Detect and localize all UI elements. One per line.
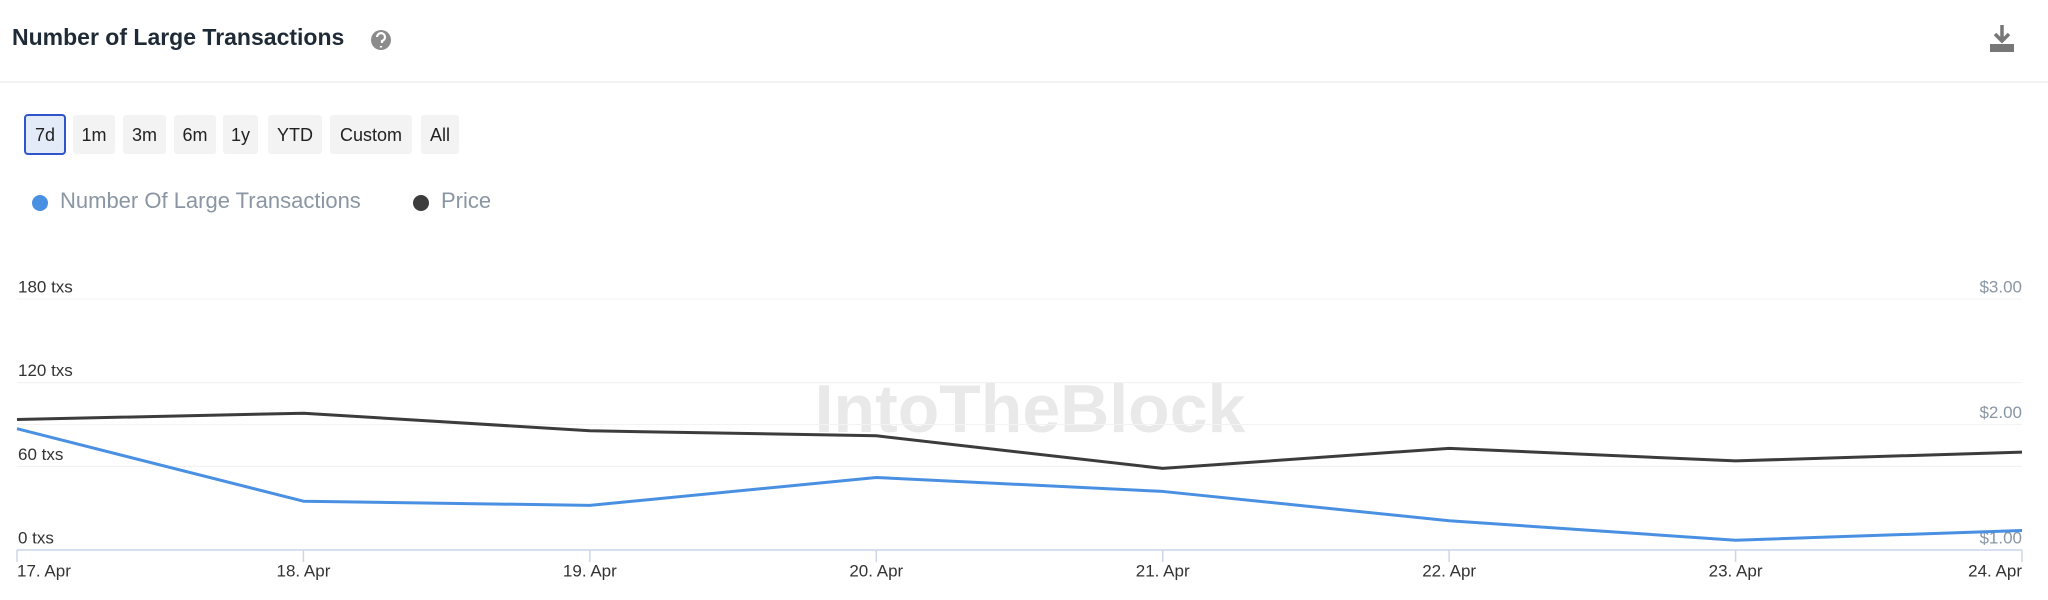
range-button[interactable]: 7d (24, 114, 66, 155)
range-button[interactable]: All (421, 115, 459, 154)
range-button[interactable]: YTD (268, 115, 322, 154)
range-button[interactable]: 6m (174, 115, 216, 154)
range-button[interactable]: 1m (73, 115, 115, 154)
range-button[interactable]: Custom (330, 115, 412, 154)
button-bg (421, 115, 459, 154)
button-label: 1m (81, 125, 106, 145)
download-icon[interactable] (1990, 25, 2014, 52)
x-tick-label: 22. Apr (1422, 561, 1476, 580)
legend: Number Of Large Transactions Price (32, 188, 491, 213)
button-label: 3m (132, 125, 157, 145)
series-line (16, 427, 2023, 542)
button-bg (330, 115, 412, 154)
range-button[interactable]: 3m (123, 115, 166, 154)
button-label: 7d (35, 125, 55, 145)
y2-tick-label: $1.00 (1979, 528, 2022, 547)
range-buttons: 7d 1m 3m 6m 1y YTD Custom All (24, 114, 459, 155)
x-tick-label: 21. Apr (1136, 561, 1190, 580)
button-bg (268, 115, 322, 154)
download-tray (1990, 44, 2014, 52)
y2-tick-label: $2.00 (1979, 403, 2022, 422)
help-icon[interactable] (371, 30, 391, 50)
y-tick-label: 180 txs (18, 277, 73, 296)
x-tick-label: 19. Apr (563, 561, 617, 580)
x-tick-label: 23. Apr (1709, 561, 1763, 580)
button-bg (123, 115, 166, 154)
y-tick-label: 120 txs (18, 361, 73, 380)
help-mark (375, 32, 387, 48)
button-label: Custom (340, 125, 402, 145)
button-bg (73, 115, 115, 154)
plot: 0 txs 60 txs 120 txs 180 txs $1.00 $2.00 $3.00… (16, 277, 2023, 580)
legend-label: Price (441, 188, 491, 213)
page-title: Number of Large Transactions (12, 24, 344, 50)
watermark: IntoTheBlock (815, 371, 1246, 447)
x-tick-label: 24. Apr (1968, 561, 2022, 580)
y2-tick-label: $3.00 (1979, 277, 2022, 296)
y-tick-label: 60 txs (18, 445, 63, 464)
x-tick-label: 20. Apr (849, 561, 903, 580)
button-bg (223, 115, 258, 154)
legend-label: Number Of Large Transactions (60, 188, 361, 213)
button-label: 6m (182, 125, 207, 145)
series-line (16, 411, 2023, 470)
x-tick-label: 18. Apr (276, 561, 330, 580)
legend-marker (413, 195, 429, 211)
button-label: 1y (231, 125, 250, 145)
x-tick-label: 17. Apr (17, 561, 71, 580)
y-tick-label: 0 txs (18, 528, 54, 547)
button-label: All (430, 125, 450, 145)
legend-marker (32, 195, 48, 211)
button-bg (24, 114, 66, 155)
button-label: YTD (277, 125, 313, 145)
button-bg (174, 115, 216, 154)
help-circle (371, 30, 391, 50)
range-button[interactable]: 1y (223, 115, 258, 154)
download-arrow (1993, 25, 2011, 44)
